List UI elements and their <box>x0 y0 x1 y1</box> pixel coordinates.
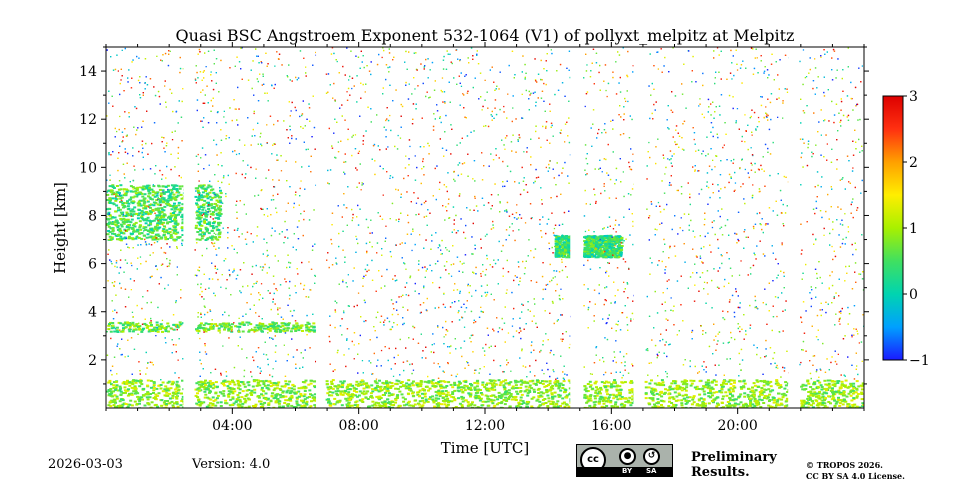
colorbar-tick-label: 0 <box>909 287 918 303</box>
feature-cloud-layer <box>106 184 223 241</box>
by-label: BY <box>622 467 632 476</box>
no-data-gap <box>633 47 644 408</box>
colorbar-tick-label: 3 <box>909 89 918 105</box>
y-tick-label: 10 <box>79 160 97 176</box>
feature-boundary-layer <box>106 379 867 410</box>
y-axis-label: Height [km] <box>51 182 69 274</box>
x-tick-label: 12:00 <box>465 418 505 434</box>
y-tick-label: 14 <box>79 64 97 80</box>
plot-frame <box>106 47 864 408</box>
x-tick-label: 04:00 <box>212 418 252 434</box>
preliminary-results: Preliminary Results. <box>691 450 777 480</box>
y-tick-label: 8 <box>88 208 97 224</box>
no-data-gap <box>788 47 799 408</box>
person-icon: ● <box>619 448 636 465</box>
copyright-line-1: © TROPOS 2026. <box>806 460 905 471</box>
heatmap-area <box>106 47 867 410</box>
no-data-gap <box>183 47 194 408</box>
no-data-gap <box>316 47 325 408</box>
x-tick-label: 16:00 <box>591 418 631 434</box>
share-alike-icon: ↺ <box>643 448 660 465</box>
colorbar <box>883 96 903 360</box>
colorbar-tick-label: −1 <box>909 353 930 369</box>
copyright-line-2: CC BY SA 4.0 License. <box>806 471 905 482</box>
sa-label: SA <box>646 467 656 476</box>
colorbar-tick-label: 2 <box>909 155 918 171</box>
colorbar-tick-label: 1 <box>909 221 918 237</box>
y-tick-label: 4 <box>88 305 97 321</box>
x-tick-label: 08:00 <box>338 418 378 434</box>
copyright-notice: © TROPOS 2026. CC BY SA 4.0 License. <box>806 460 905 482</box>
cc-license-badge: cc ● ↺ BY SA <box>576 444 673 477</box>
y-tick-label: 2 <box>88 353 97 369</box>
y-tick-label: 12 <box>79 112 97 128</box>
preliminary-line-1: Preliminary <box>691 450 777 465</box>
colorbar-axis: 3 2 1 0 −1 <box>903 89 930 369</box>
preliminary-line-2: Results. <box>691 465 777 480</box>
version-label: Version: 4.0 <box>192 457 270 472</box>
x-tick-label: 20:00 <box>717 418 757 434</box>
no-data-gap <box>570 47 583 408</box>
x-axis-label: Time [UTC] <box>441 439 530 457</box>
y-tick-label: 6 <box>88 257 97 273</box>
date-label: 2026-03-03 <box>48 457 123 472</box>
